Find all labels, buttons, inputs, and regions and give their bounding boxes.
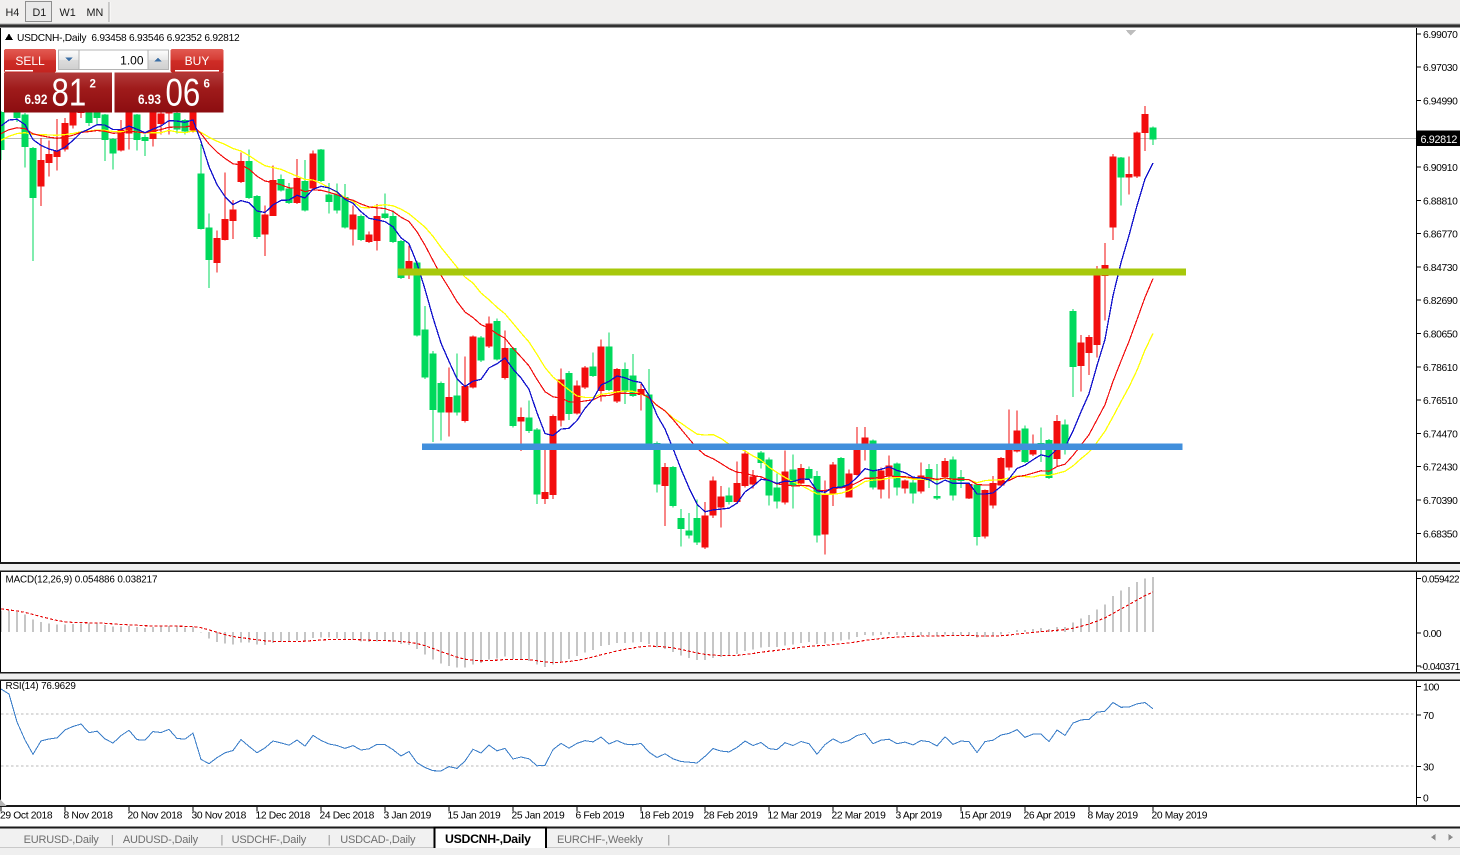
svg-text:12 Dec 2018: 12 Dec 2018 <box>256 811 311 822</box>
svg-text:6.88810: 6.88810 <box>1423 196 1458 207</box>
svg-text:6.84730: 6.84730 <box>1423 263 1458 274</box>
svg-text:6.94990: 6.94990 <box>1423 96 1458 107</box>
svg-text:H4: H4 <box>6 7 20 19</box>
svg-text:6 Feb 2019: 6 Feb 2019 <box>576 811 625 822</box>
svg-text:0.059422: 0.059422 <box>1422 574 1459 585</box>
svg-text:|: | <box>111 834 114 846</box>
svg-text:6.97030: 6.97030 <box>1423 63 1458 74</box>
svg-text:15 Jan 2019: 15 Jan 2019 <box>448 811 501 822</box>
svg-text:USDCHF-,Daily: USDCHF-,Daily <box>232 834 307 846</box>
svg-text:BUY: BUY <box>185 54 210 68</box>
svg-text:15 Apr 2019: 15 Apr 2019 <box>960 811 1012 822</box>
svg-text:MACD(12,26,9) 0.054886 0.03821: MACD(12,26,9) 0.054886 0.038217 <box>6 575 158 586</box>
svg-text:30: 30 <box>1423 763 1434 774</box>
svg-text:20 Nov 2018: 20 Nov 2018 <box>128 811 183 822</box>
svg-text:|: | <box>328 834 331 846</box>
svg-text:3 Apr 2019: 3 Apr 2019 <box>896 811 943 822</box>
svg-text:2: 2 <box>90 79 96 91</box>
svg-text:6.92812: 6.92812 <box>1421 134 1458 146</box>
svg-text:6.78610: 6.78610 <box>1423 363 1458 374</box>
svg-text:USDCNH-,Daily 6.93458 6.93546: USDCNH-,Daily 6.93458 6.93546 6.92352 6.… <box>17 33 240 44</box>
svg-text:AUDUSD-,Daily: AUDUSD-,Daily <box>123 834 199 846</box>
svg-text:22 Mar 2019: 22 Mar 2019 <box>832 811 887 822</box>
svg-text:28 Feb 2019: 28 Feb 2019 <box>704 811 759 822</box>
svg-text:6.74470: 6.74470 <box>1423 429 1458 440</box>
svg-text:6.92: 6.92 <box>24 92 47 107</box>
svg-text:30 Nov 2018: 30 Nov 2018 <box>192 811 247 822</box>
svg-text:70: 70 <box>1423 711 1434 722</box>
svg-text:6.76510: 6.76510 <box>1423 396 1458 407</box>
svg-text:100: 100 <box>1423 683 1440 694</box>
svg-text:8 May 2019: 8 May 2019 <box>1088 811 1139 822</box>
svg-text:6.68350: 6.68350 <box>1423 529 1458 540</box>
svg-text:6.93: 6.93 <box>138 92 161 107</box>
svg-text:-0.040371: -0.040371 <box>1420 662 1460 673</box>
svg-text:26 Apr 2019: 26 Apr 2019 <box>1024 811 1076 822</box>
svg-text:6.80650: 6.80650 <box>1423 330 1458 341</box>
svg-text:USDCAD-,Daily: USDCAD-,Daily <box>340 834 416 846</box>
svg-text:25 Jan 2019: 25 Jan 2019 <box>512 811 565 822</box>
svg-text:20 May 2019: 20 May 2019 <box>1152 811 1208 822</box>
svg-text:6.99070: 6.99070 <box>1423 30 1458 41</box>
svg-text:3 Jan 2019: 3 Jan 2019 <box>384 811 432 822</box>
svg-text:6.90910: 6.90910 <box>1423 163 1458 174</box>
svg-text:29 Oct 2018: 29 Oct 2018 <box>0 811 53 822</box>
svg-text:D1: D1 <box>33 7 47 19</box>
svg-text:|: | <box>667 834 670 846</box>
svg-text:81: 81 <box>52 71 87 114</box>
svg-text:EURUSD-,Daily: EURUSD-,Daily <box>24 834 100 846</box>
svg-text:0: 0 <box>1423 794 1429 805</box>
svg-text:MN: MN <box>87 7 104 19</box>
svg-text:6.70390: 6.70390 <box>1423 496 1458 507</box>
svg-text:6.72430: 6.72430 <box>1423 463 1458 474</box>
svg-text:1.00: 1.00 <box>120 54 144 68</box>
svg-text:6.82690: 6.82690 <box>1423 296 1458 307</box>
svg-text:18 Feb 2019: 18 Feb 2019 <box>640 811 695 822</box>
svg-text:EURCHF-,Weekly: EURCHF-,Weekly <box>557 834 643 846</box>
svg-text:|: | <box>221 834 224 846</box>
svg-text:24 Dec 2018: 24 Dec 2018 <box>320 811 375 822</box>
svg-text:6: 6 <box>204 79 210 91</box>
svg-text:12 Mar 2019: 12 Mar 2019 <box>768 811 823 822</box>
svg-text:SELL: SELL <box>15 54 45 68</box>
svg-text:8 Nov 2018: 8 Nov 2018 <box>64 811 114 822</box>
svg-text:6.86770: 6.86770 <box>1423 230 1458 241</box>
svg-text:06: 06 <box>166 71 201 114</box>
svg-text:RSI(14) 76.9629: RSI(14) 76.9629 <box>6 681 77 692</box>
svg-text:W1: W1 <box>60 7 76 19</box>
svg-text:USDCNH-,Daily: USDCNH-,Daily <box>445 832 531 846</box>
svg-text:0.00: 0.00 <box>1423 629 1442 640</box>
